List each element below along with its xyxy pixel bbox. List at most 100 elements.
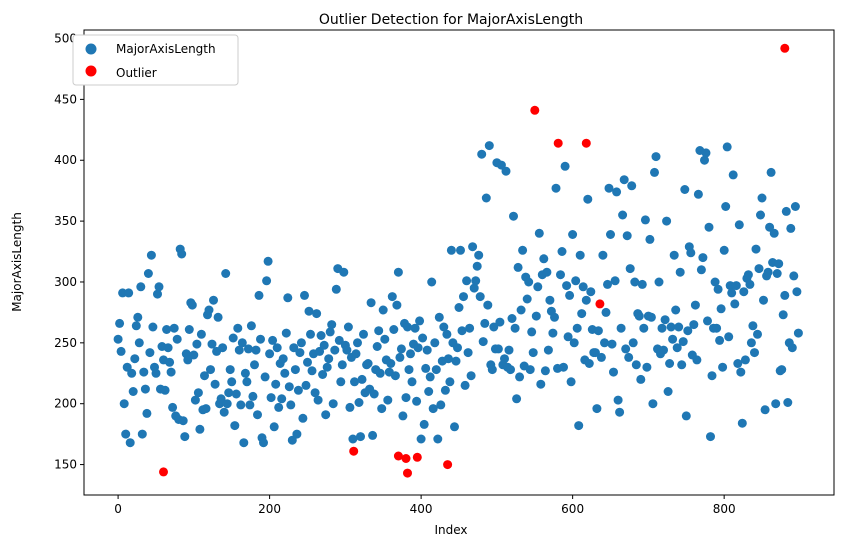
data-point-194 — [407, 377, 417, 387]
x-tick-label-800: 800 — [713, 502, 736, 516]
data-point-111 — [281, 328, 291, 338]
data-point-133 — [315, 346, 325, 356]
data-point-259 — [506, 365, 515, 375]
data-point-274 — [528, 348, 538, 358]
data-point-224 — [453, 343, 462, 353]
data-point-291 — [557, 247, 567, 256]
data-point-282 — [542, 267, 552, 277]
data-point-62 — [207, 339, 217, 349]
data-point-278 — [536, 379, 546, 389]
data-point-43 — [178, 416, 188, 426]
data-point-302 — [574, 421, 584, 431]
data-point-9 — [127, 368, 137, 378]
data-point-53 — [193, 388, 203, 398]
data-point-153 — [345, 402, 355, 412]
outlier-point-4 — [403, 468, 412, 478]
data-point-333 — [622, 231, 632, 241]
data-point-36 — [168, 402, 178, 412]
data-point-55 — [196, 329, 206, 339]
data-point-321 — [604, 183, 614, 193]
x-tick-label-400: 400 — [410, 502, 433, 516]
data-point-284 — [545, 295, 555, 305]
data-point-87 — [245, 400, 255, 410]
data-point-132 — [313, 395, 323, 405]
data-point-92 — [253, 410, 262, 420]
data-point-320 — [603, 279, 612, 289]
data-point-252 — [495, 317, 505, 327]
legend-marker-outlier — [85, 65, 97, 77]
legend-marker-majoraxislength — [85, 43, 97, 55]
data-point-115 — [287, 435, 297, 445]
data-point-397 — [719, 245, 729, 255]
data-point-216 — [440, 385, 450, 395]
data-point-231 — [463, 348, 473, 358]
data-point-104 — [271, 379, 281, 389]
data-point-98 — [262, 276, 272, 286]
data-point-31 — [160, 385, 170, 395]
data-point-403 — [728, 170, 738, 180]
data-point-394 — [715, 335, 725, 345]
data-point-318 — [600, 338, 609, 348]
data-point-61 — [206, 365, 215, 375]
data-point-435 — [777, 365, 787, 375]
data-point-427 — [765, 222, 775, 232]
data-point-364 — [669, 250, 679, 260]
data-point-436 — [778, 310, 788, 320]
y-tick-label-350: 350 — [54, 214, 77, 228]
data-point-159 — [354, 398, 364, 407]
data-point-181 — [387, 292, 397, 302]
data-point-342 — [636, 374, 646, 384]
data-point-73 — [224, 388, 234, 398]
data-point-47 — [184, 325, 194, 334]
data-point-247 — [487, 365, 497, 375]
data-point-327 — [613, 395, 623, 405]
data-point-438 — [781, 206, 791, 216]
data-point-420 — [754, 264, 764, 274]
data-point-109 — [278, 354, 288, 364]
data-point-11 — [130, 354, 140, 364]
data-point-196 — [410, 323, 420, 333]
data-point-261 — [509, 211, 518, 221]
data-point-297 — [566, 377, 576, 387]
data-point-256 — [501, 166, 511, 176]
data-point-386 — [703, 316, 712, 326]
data-point-39 — [172, 334, 182, 344]
data-point-380 — [693, 189, 703, 199]
data-point-138 — [322, 362, 332, 372]
data-point-70 — [219, 407, 229, 417]
data-point-244 — [483, 300, 493, 310]
data-point-122 — [298, 413, 308, 423]
series-majoraxislength — [113, 141, 803, 448]
y-tick-label-450: 450 — [54, 92, 77, 106]
outlier-point-3 — [401, 454, 411, 463]
y-tick-label-200: 200 — [54, 397, 77, 411]
data-point-110 — [280, 368, 290, 378]
data-point-324 — [609, 367, 618, 377]
data-point-223 — [451, 356, 461, 366]
data-point-294 — [562, 281, 572, 291]
data-point-384 — [700, 155, 709, 165]
legend-label-outlier: Outlier — [116, 66, 157, 80]
data-point-385 — [701, 148, 711, 158]
data-point-186 — [395, 352, 405, 362]
data-point-424 — [760, 405, 770, 415]
data-point-58 — [201, 404, 211, 414]
data-point-266 — [516, 305, 526, 315]
data-point-439 — [783, 398, 793, 407]
data-point-26 — [153, 289, 162, 299]
data-point-392 — [712, 323, 722, 333]
data-point-446 — [793, 328, 803, 338]
data-point-290 — [556, 270, 565, 280]
data-point-417 — [750, 348, 759, 358]
data-point-125 — [303, 357, 312, 367]
data-point-264 — [513, 262, 523, 272]
outlier-point-6 — [443, 460, 453, 470]
data-point-172 — [374, 326, 384, 336]
data-point-365 — [671, 305, 681, 315]
data-point-192 — [404, 365, 414, 375]
data-point-267 — [518, 245, 528, 255]
data-point-362 — [666, 322, 676, 332]
data-point-402 — [727, 288, 737, 298]
legend-box — [72, 34, 239, 86]
data-point-100 — [265, 349, 275, 359]
